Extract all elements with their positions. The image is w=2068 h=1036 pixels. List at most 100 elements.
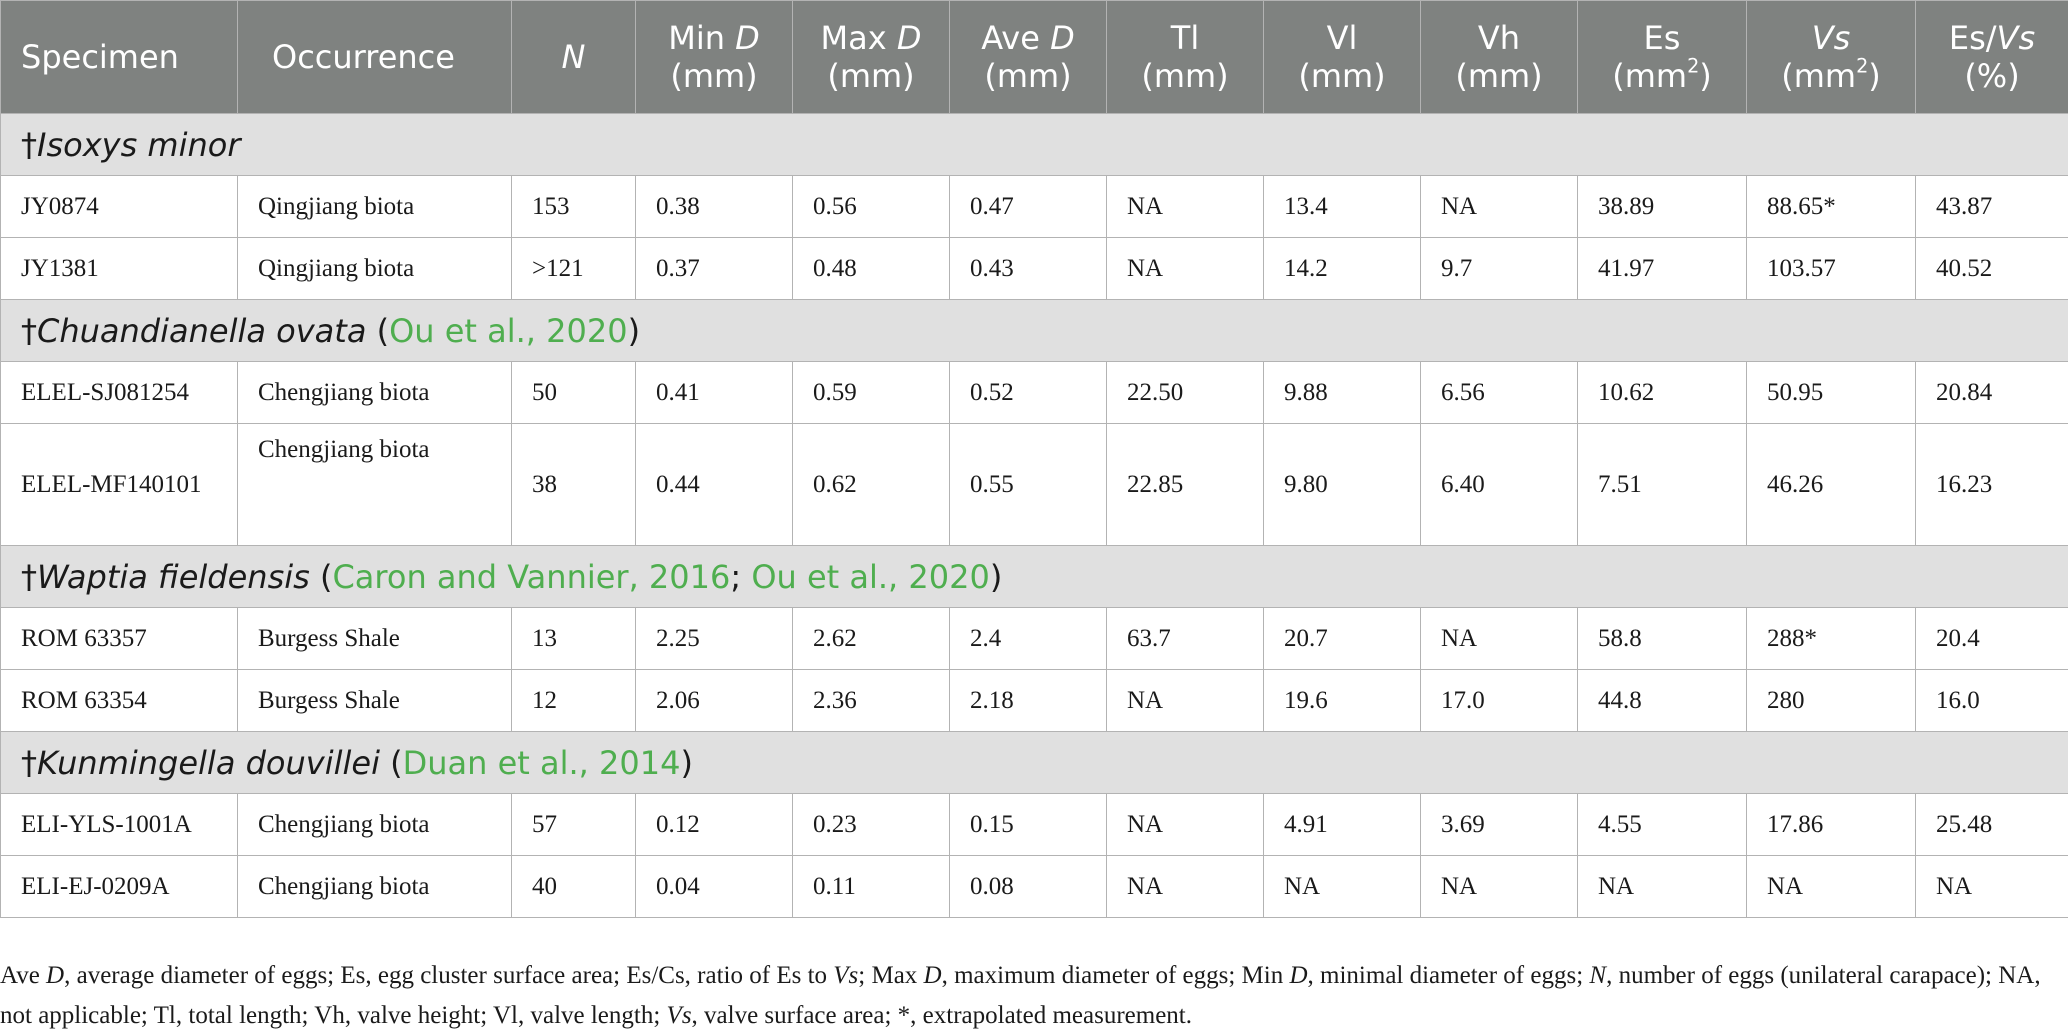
column-header: Min D(mm)	[636, 1, 793, 114]
taxon-heading: †Isoxys minor	[1, 114, 2068, 176]
table-cell: 0.55	[950, 424, 1107, 546]
superscript: 2	[1856, 55, 1868, 78]
header-line: (mm)	[1264, 57, 1420, 95]
table-footnote: Ave D, average diameter of eggs; Es, egg…	[0, 956, 2060, 1036]
text-part: Vs	[1997, 19, 2036, 57]
column-header: Tl(mm)	[1107, 1, 1264, 114]
table-cell: 280	[1747, 670, 1916, 732]
table-cell: NA	[1421, 856, 1578, 918]
table-cell: 2.62	[793, 608, 950, 670]
text-part: Vs	[1812, 19, 1851, 57]
header-line: (mm)	[636, 57, 792, 95]
table-cell: 0.56	[793, 176, 950, 238]
column-header: Vl(mm)	[1264, 1, 1421, 114]
header-line: Vs	[1747, 19, 1915, 57]
header-line: (mm)	[793, 57, 949, 95]
citation-link: Ou et al., 2020	[389, 312, 628, 350]
table-cell: Chengjiang biota	[238, 856, 512, 918]
header-line: Es/Vs	[1916, 19, 2068, 57]
table-cell: NA	[1264, 856, 1421, 918]
table-cell: 50	[512, 362, 636, 424]
text-part: N	[562, 38, 586, 76]
table-cell: 16.23	[1916, 424, 2068, 546]
header-line: Tl	[1107, 19, 1263, 57]
table-cell: 6.56	[1421, 362, 1578, 424]
taxon-name: †Chuandianella ovata	[21, 312, 366, 350]
table-cell: 2.4	[950, 608, 1107, 670]
table-cell: 0.08	[950, 856, 1107, 918]
footnote-part: D	[46, 962, 64, 989]
table-cell: 2.18	[950, 670, 1107, 732]
footnote-part: N	[1589, 962, 1606, 989]
table-cell: 14.2	[1264, 238, 1421, 300]
table-cell: 288*	[1747, 608, 1916, 670]
table-cell: 0.59	[793, 362, 950, 424]
table-cell: 7.51	[1578, 424, 1747, 546]
table-cell: 46.26	[1747, 424, 1916, 546]
footnote-part: D	[1289, 962, 1307, 989]
taxon-heading: †Chuandianella ovata (Ou et al., 2020)	[1, 300, 2068, 362]
table-cell: 0.48	[793, 238, 950, 300]
text-part: (mm)	[1298, 57, 1385, 95]
table-cell: Qingjiang biota	[238, 176, 512, 238]
header-line: Min D	[636, 19, 792, 57]
text-part: Specimen	[21, 38, 179, 76]
header-line: (%)	[1916, 57, 2068, 95]
table-cell: 88.65*	[1747, 176, 1916, 238]
table-cell: 22.85	[1107, 424, 1264, 546]
table-cell: NA	[1107, 794, 1264, 856]
table-cell: NA	[1107, 670, 1264, 732]
table-cell: 20.84	[1916, 362, 2068, 424]
table-cell: 12	[512, 670, 636, 732]
header-line: (mm2)	[1747, 57, 1915, 95]
taxon-heading: †Waptia fieldensis (Caron and Vannier, 2…	[1, 546, 2068, 608]
table-cell: 3.69	[1421, 794, 1578, 856]
table-cell: 4.55	[1578, 794, 1747, 856]
table-cell: 22.50	[1107, 362, 1264, 424]
table-cell: 40	[512, 856, 636, 918]
table-cell: NA	[1107, 856, 1264, 918]
table-cell: 20.7	[1264, 608, 1421, 670]
table-cell: 2.36	[793, 670, 950, 732]
table-cell: 38	[512, 424, 636, 546]
table-cell: 13.4	[1264, 176, 1421, 238]
table-cell: JY1381	[1, 238, 238, 300]
text-part: Tl	[1171, 19, 1199, 57]
text-part: Ave	[981, 19, 1050, 57]
citation-link: Caron and Vannier, 2016	[332, 558, 730, 596]
table-cell: 0.41	[636, 362, 793, 424]
table-cell: ROM 63354	[1, 670, 238, 732]
footnote-part: D	[924, 962, 942, 989]
table-cell: ELI-YLS-1001A	[1, 794, 238, 856]
text-part: Es	[1644, 19, 1681, 57]
header-line: (mm)	[1107, 57, 1263, 95]
header-line: Ave D	[950, 19, 1106, 57]
text-part: (%)	[1964, 57, 2019, 95]
text-part: (mm)	[670, 57, 757, 95]
table-cell: ELEL-SJ081254	[1, 362, 238, 424]
text-part: (mm)	[1141, 57, 1228, 95]
table-cell: ELI-EJ-0209A	[1, 856, 238, 918]
table-cell: 0.23	[793, 794, 950, 856]
column-header: Specimen	[1, 1, 238, 114]
footnote-part: , average diameter of eggs; Es, egg clus…	[64, 962, 833, 989]
header-line: Occurrence	[272, 38, 511, 76]
footnote-part: Vs	[667, 1002, 692, 1029]
taxon-group-row: †Isoxys minor	[1, 114, 2068, 176]
table-cell: 58.8	[1578, 608, 1747, 670]
table-cell: 10.62	[1578, 362, 1747, 424]
text-part: (mm)	[984, 57, 1071, 95]
header-line: Specimen	[21, 38, 237, 76]
text-part: D	[735, 19, 760, 57]
table-cell: 2.06	[636, 670, 793, 732]
header-line: Max D	[793, 19, 949, 57]
table-cell: Burgess Shale	[238, 608, 512, 670]
taxon-heading: †Kunmingella douvillei (Duan et al., 201…	[1, 732, 2068, 794]
text-part: )	[1699, 57, 1711, 95]
